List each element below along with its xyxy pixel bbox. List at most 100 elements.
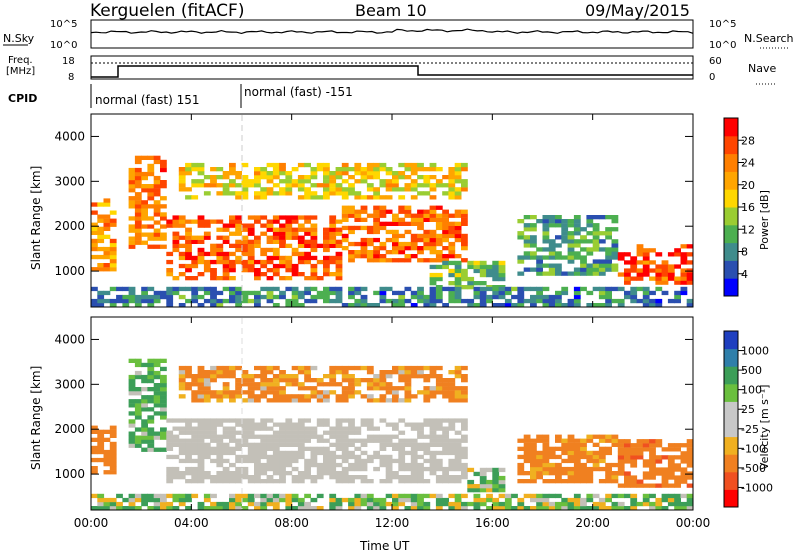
- velocity-cell: [360, 501, 368, 507]
- velocity-cell: [366, 479, 374, 484]
- power-cell: [160, 167, 167, 173]
- velocity-cell: [605, 438, 612, 443]
- power-cell: [197, 183, 205, 188]
- velocity-cell: [335, 434, 343, 439]
- velocity-cell: [210, 430, 217, 435]
- velocity-cell: [304, 501, 311, 507]
- velocity-cell: [241, 442, 249, 447]
- power-cell: [611, 227, 619, 232]
- velocity-cell: [310, 454, 318, 460]
- power-cell: [341, 187, 349, 192]
- velocity-cell: [178, 446, 186, 451]
- velocity-cell: [492, 488, 500, 493]
- velocity-cell: [561, 450, 569, 456]
- velocity-cell: [116, 493, 123, 499]
- velocity-cell: [178, 426, 186, 431]
- power-cell: [605, 247, 612, 252]
- velocity-cell: [680, 455, 688, 460]
- power-cell: [178, 303, 186, 308]
- velocity-cell: [197, 390, 205, 395]
- power-cell: [661, 260, 669, 265]
- velocity-cell: [178, 493, 186, 499]
- power-cell: [630, 294, 638, 300]
- power-cell: [354, 290, 362, 296]
- velocity-cell: [417, 479, 424, 484]
- power-cell: [429, 250, 437, 255]
- power-cell: [178, 272, 186, 277]
- velocity-cell: [429, 394, 437, 399]
- power-cell: [498, 294, 506, 300]
- power-cell: [592, 231, 600, 236]
- velocity-cell: [291, 479, 299, 484]
- power-cell: [197, 167, 205, 172]
- power-cell: [392, 179, 399, 184]
- velocity-cell: [229, 365, 236, 371]
- velocity-cell: [492, 484, 500, 489]
- power-cell: [435, 286, 443, 292]
- velocity-cell: [216, 501, 224, 507]
- velocity-cell: [486, 497, 493, 503]
- power-cell: [530, 243, 537, 248]
- velocity-cell: [134, 415, 142, 420]
- velocity-cell: [435, 418, 443, 423]
- power-cell: [592, 271, 600, 276]
- velocity-cell: [435, 501, 443, 507]
- velocity-cell: [323, 382, 330, 387]
- power-cell: [492, 276, 500, 282]
- power-cell: [279, 239, 286, 244]
- velocity-cell: [229, 493, 236, 499]
- velocity-cell: [617, 506, 625, 511]
- velocity-cell: [279, 434, 286, 439]
- power-cell: [561, 219, 569, 224]
- velocity-cell: [348, 501, 355, 507]
- power-cell: [454, 209, 462, 214]
- x-tick-label: 00:00: [676, 516, 711, 530]
- noise-left-tick-bottom: 10^0: [50, 40, 77, 51]
- velocity-cell: [323, 450, 330, 456]
- velocity-cell: [134, 387, 142, 392]
- power-cell: [442, 286, 449, 292]
- power-cell: [185, 235, 192, 240]
- velocity-cell: [316, 475, 324, 480]
- velocity-cell: [423, 479, 431, 484]
- velocity-cell: [254, 454, 261, 460]
- velocity-cell: [486, 467, 493, 473]
- power-cell: [573, 227, 581, 232]
- velocity-cell: [147, 366, 155, 372]
- velocity-cell: [580, 506, 587, 511]
- velocity-cell: [348, 497, 355, 503]
- power-cell: [304, 215, 311, 220]
- power-cell: [429, 229, 437, 235]
- velocity-cell: [517, 438, 525, 443]
- velocity-cell: [147, 493, 155, 499]
- velocity-cell: [229, 398, 236, 403]
- velocity-cell: [210, 378, 217, 383]
- velocity-cell: [91, 506, 98, 511]
- velocity-cell: [667, 471, 675, 476]
- power-cell: [172, 276, 180, 281]
- power-cell: [492, 286, 500, 292]
- velocity-cell: [373, 466, 380, 472]
- power-cell: [442, 225, 449, 231]
- velocity-cell: [335, 370, 343, 375]
- power-cell: [272, 294, 280, 300]
- power-cell: [567, 271, 575, 276]
- power-cell: [392, 233, 399, 239]
- power-cell: [235, 191, 242, 196]
- velocity-cell: [128, 435, 136, 440]
- velocity-cell: [404, 422, 412, 427]
- velocity-cell: [448, 450, 456, 456]
- velocity-cell: [392, 426, 399, 431]
- power-cell: [222, 223, 230, 228]
- velocity-cell: [642, 447, 650, 452]
- velocity-cell: [304, 434, 311, 439]
- velocity-cell: [410, 454, 418, 460]
- velocity-cell: [404, 382, 412, 387]
- power-cell: [429, 187, 437, 192]
- velocity-cell: [429, 386, 437, 391]
- power-cell: [203, 251, 211, 257]
- power-cell: [254, 303, 261, 308]
- velocity-cell: [310, 394, 318, 399]
- velocity-cell: [398, 365, 406, 371]
- power-cell: [617, 252, 625, 257]
